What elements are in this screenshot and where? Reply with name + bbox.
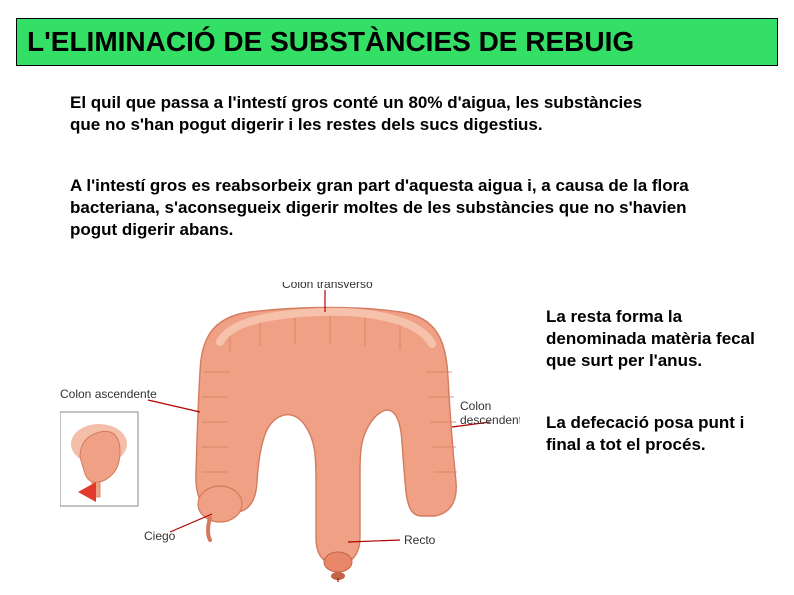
label-colon-ascendente: Colon ascendente [60,387,157,401]
side-paragraph-1: La resta forma la denominada matèria fec… [546,306,766,371]
inset-thumbnail [60,412,138,506]
label-recto: Recto [404,533,436,547]
paragraph-2: A l'intestí gros es reabsorbeix gran par… [70,175,710,240]
label-colon-transverso: Colon transverso [282,282,373,291]
label-ciego: Ciego [144,529,176,543]
paragraph-1: El quil que passa a l'intestí gros conté… [70,92,660,136]
side-paragraph-2: La defecació posa punt i final a tot el … [546,412,766,456]
title-banner: L'ELIMINACIÓ DE SUBSTÀNCIES DE REBUIG [16,18,778,66]
page-title: L'ELIMINACIÓ DE SUBSTÀNCIES DE REBUIG [27,26,634,58]
colon-diagram: Colon transverso Colon ascendente Colon … [60,282,520,582]
label-colon-descendente-2: descendente [460,413,520,427]
label-colon-descendente-1: Colon [460,399,491,413]
